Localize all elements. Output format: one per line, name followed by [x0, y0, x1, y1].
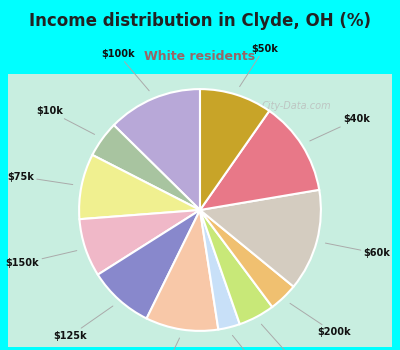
Text: $30k: $30k	[261, 324, 306, 350]
Text: $200k: $200k	[290, 303, 350, 337]
Text: $60k: $60k	[326, 243, 390, 258]
Text: $40k: $40k	[310, 114, 370, 141]
Wedge shape	[92, 125, 200, 210]
Text: $150k: $150k	[6, 251, 77, 268]
Wedge shape	[200, 210, 272, 324]
Text: $75k: $75k	[7, 172, 73, 184]
Wedge shape	[200, 111, 319, 210]
Wedge shape	[114, 89, 200, 210]
Wedge shape	[79, 155, 200, 219]
Wedge shape	[200, 210, 240, 329]
Text: $100k: $100k	[101, 49, 149, 91]
Text: > $200k: > $200k	[232, 335, 286, 350]
Text: White residents: White residents	[144, 49, 256, 63]
Text: $50k: $50k	[240, 43, 278, 86]
Wedge shape	[146, 210, 218, 331]
Text: $10k: $10k	[36, 106, 94, 134]
Wedge shape	[98, 210, 200, 318]
Text: City-Data.com: City-Data.com	[261, 101, 331, 111]
Wedge shape	[80, 210, 200, 275]
Wedge shape	[200, 210, 294, 307]
Text: $20k: $20k	[148, 338, 180, 350]
Text: $125k: $125k	[53, 306, 113, 341]
Wedge shape	[200, 89, 269, 210]
FancyBboxPatch shape	[0, 68, 400, 350]
Text: Income distribution in Clyde, OH (%): Income distribution in Clyde, OH (%)	[29, 12, 371, 30]
Wedge shape	[200, 190, 321, 287]
